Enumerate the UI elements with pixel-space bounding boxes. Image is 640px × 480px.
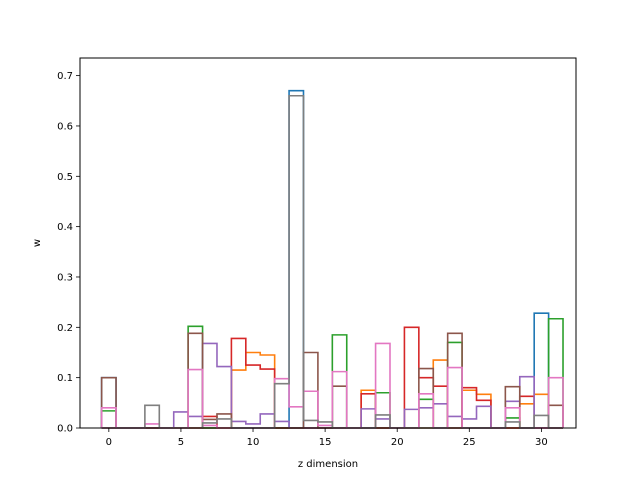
x-tick-label-2: 10 xyxy=(247,437,260,448)
plot-area xyxy=(80,58,576,428)
y-tick-label-7: 0.7 xyxy=(57,71,73,82)
x-tick-label-4: 20 xyxy=(391,437,404,448)
y-tick-label-5: 0.5 xyxy=(57,172,73,183)
y-tick-label-1: 0.1 xyxy=(57,373,73,384)
y-tick-label-0: 0.0 xyxy=(57,424,73,435)
y-axis-label: w xyxy=(32,239,43,247)
y-tick-label-3: 0.3 xyxy=(57,272,73,283)
plot-frame xyxy=(79,57,577,429)
y-tick-label-2: 0.2 xyxy=(57,323,73,334)
x-tick-label-6: 30 xyxy=(535,437,548,448)
x-tick-label-5: 25 xyxy=(463,437,476,448)
y-tick-label-6: 0.6 xyxy=(57,121,73,132)
y-axis-ticks: 0.0 0.1 0.2 0.3 0.4 0.5 0.6 0.7 xyxy=(57,71,80,435)
x-tick-label-1: 5 xyxy=(178,437,184,448)
x-axis-ticks: 0 5 10 15 20 25 30 xyxy=(106,428,548,448)
x-axis-label: z dimension xyxy=(298,459,358,470)
x-tick-label-0: 0 xyxy=(106,437,112,448)
x-tick-label-3: 15 xyxy=(319,437,332,448)
y-tick-label-4: 0.4 xyxy=(57,222,73,233)
